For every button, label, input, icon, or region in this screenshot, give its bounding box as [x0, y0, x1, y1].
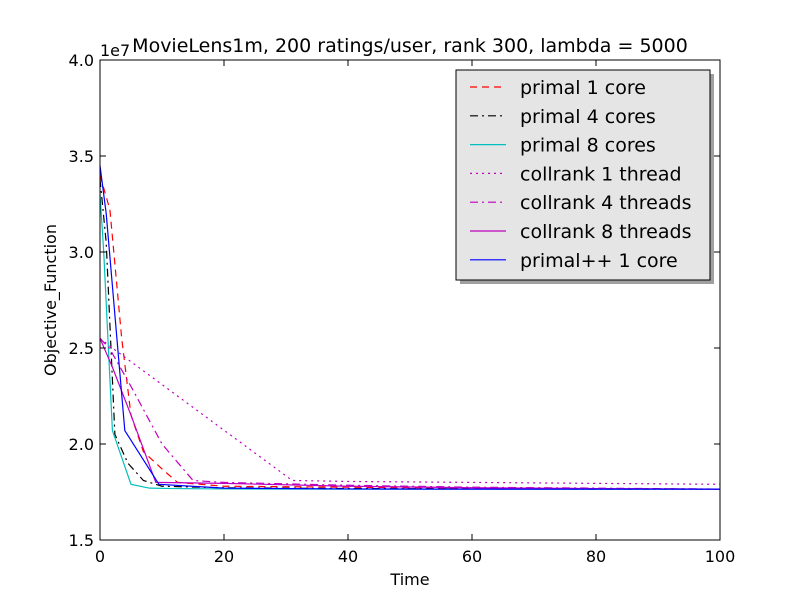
ticks-layer: 0 20 40 60 80 100 1.5 2.0 2.5 3.0 3.5 4.0 — [69, 51, 736, 566]
y-tick-label: 4.0 — [69, 51, 94, 70]
x-tick-label: 100 — [705, 547, 736, 566]
legend: primal 1 core primal 4 cores primal 8 core… — [455, 69, 714, 284]
series-line-6 — [99, 338, 721, 490]
series-line-7 — [99, 165, 720, 490]
y-tick-label: 2.0 — [69, 435, 94, 454]
x-tick-label: 60 — [462, 547, 482, 566]
series-line-4 — [99, 337, 721, 485]
y-tick-label: 1.5 — [69, 531, 94, 550]
legend-label: collrank 8 threads — [520, 221, 691, 243]
legend-label: collrank 4 threads — [520, 192, 691, 214]
series-layer — [99, 165, 721, 490]
chart-title: MovieLens1m, 200 ratings/user, rank 300,… — [132, 35, 688, 57]
x-axis-title: Time — [389, 570, 429, 589]
x-tick-label: 80 — [586, 547, 606, 566]
y-tick-label: 3.5 — [69, 147, 94, 166]
y-axis-title: Objective_Function — [41, 224, 61, 376]
legend-label: primal 8 cores — [520, 135, 656, 157]
series-line-2 — [99, 178, 720, 490]
y-axis-multiplier-label: 1e7 — [100, 41, 130, 60]
legend-label: primal 1 core — [520, 77, 646, 99]
legend-items: primal 1 core primal 4 cores primal 8 core… — [470, 77, 691, 272]
x-tick-label: 40 — [338, 547, 358, 566]
legend-label: primal++ 1 core — [520, 250, 678, 272]
y-tick-label: 3.0 — [69, 243, 94, 262]
legend-label: collrank 1 thread — [520, 163, 682, 185]
x-tick-label: 0 — [95, 547, 105, 566]
legend-box — [455, 69, 711, 281]
y-tick-label: 2.5 — [69, 339, 94, 358]
x-tick-label: 20 — [214, 547, 234, 566]
plot-frame — [99, 59, 721, 541]
legend-label: primal 4 cores — [520, 106, 656, 128]
